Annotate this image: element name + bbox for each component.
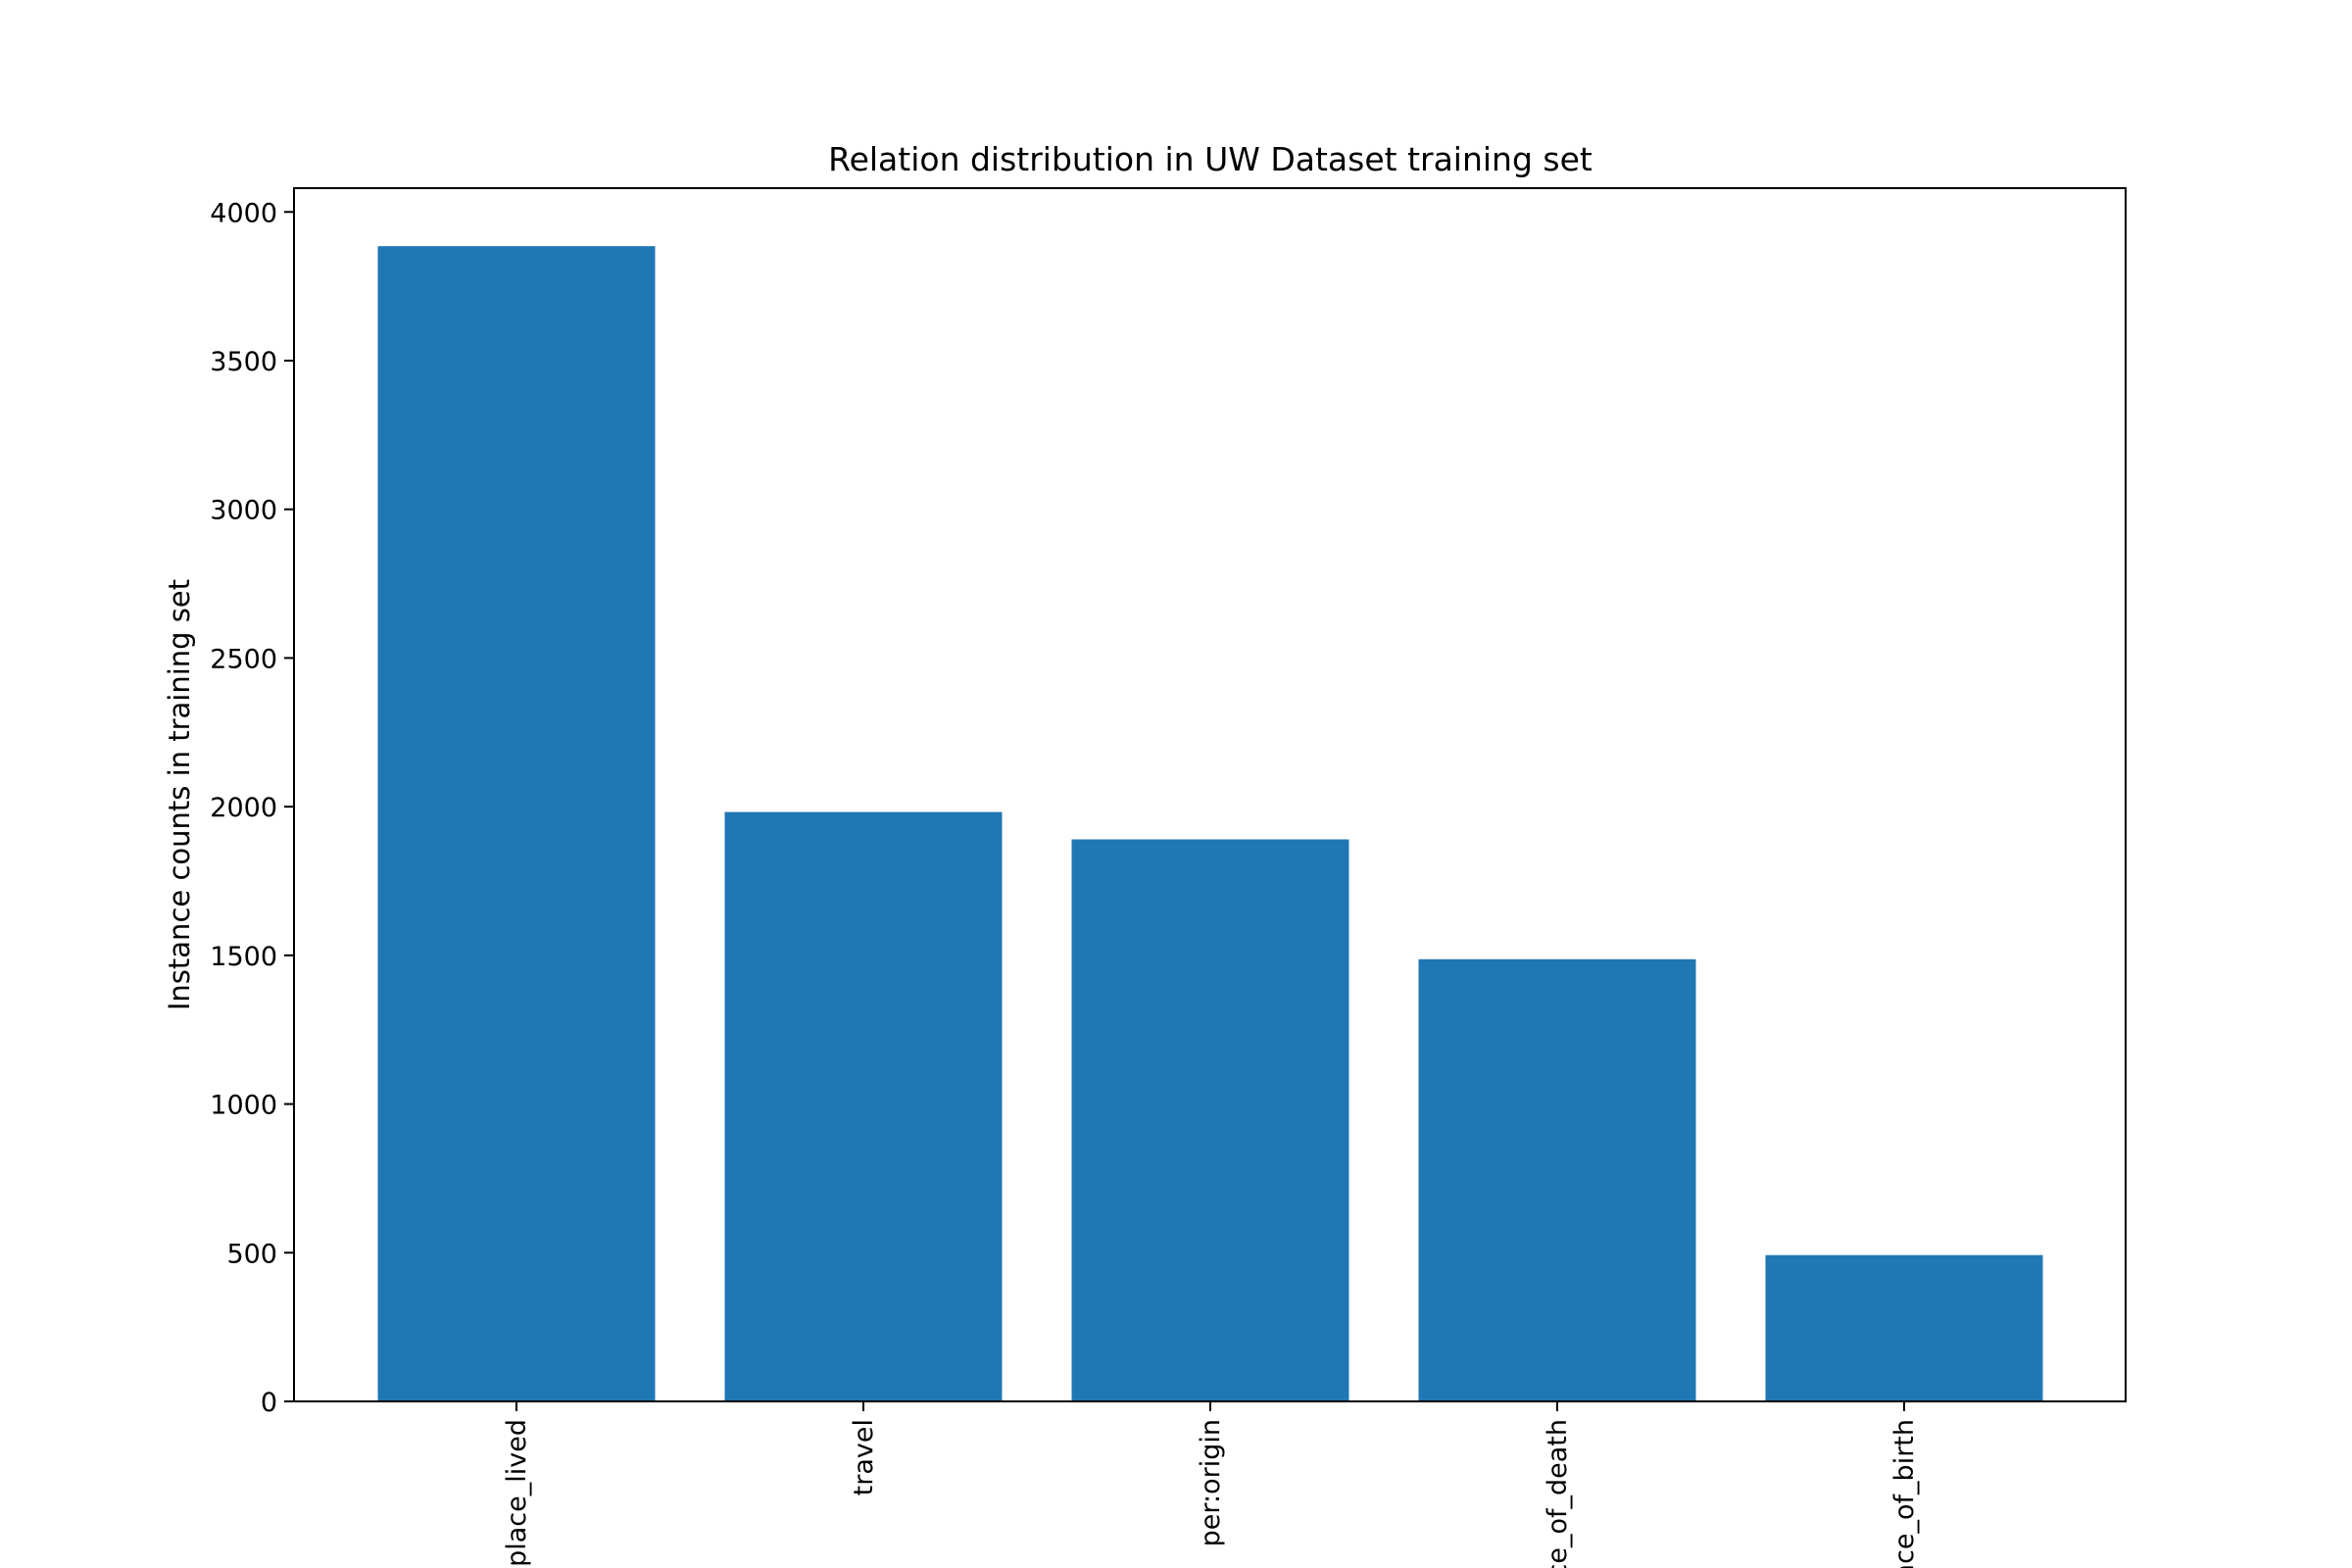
y-tick-label-4: 2000 [210,793,277,823]
bar-4 [1765,1254,2043,1401]
y-axis-title: Instance counts in training set [163,579,196,1010]
x-tick-label-4: ace_of_birth [1889,1419,1920,1568]
bar-3 [1418,958,1696,1401]
x-axis: place_lived travel per:origin ce_of_death ac… [502,1401,1920,1568]
y-tick-label-0: 0 [261,1388,277,1418]
x-tick-label-3: ce_of_death [1543,1419,1573,1568]
y-tick-label-5: 2500 [210,644,277,674]
y-tick-label-1: 500 [226,1239,277,1269]
y-tick-label-7: 3500 [210,347,277,377]
y-tick-label-8: 4000 [210,198,277,228]
bar-1 [724,811,1003,1401]
y-tick-label-6: 3000 [210,496,277,526]
bars-layer [377,246,2043,1402]
x-tick-label-0: place_lived [502,1419,532,1567]
y-tick-label-2: 1000 [210,1091,277,1121]
y-tick-label-3: 1500 [210,942,277,972]
x-tick-label-2: per:origin [1196,1419,1226,1546]
bar-0 [377,246,656,1402]
bar-2 [1071,839,1349,1401]
chart-title: Relation distribution in UW Dataset trai… [828,140,1592,178]
y-axis: 0 500 1000 1500 2000 2500 3000 3500 4000 [210,198,294,1418]
x-tick-label-1: travel [849,1419,879,1495]
